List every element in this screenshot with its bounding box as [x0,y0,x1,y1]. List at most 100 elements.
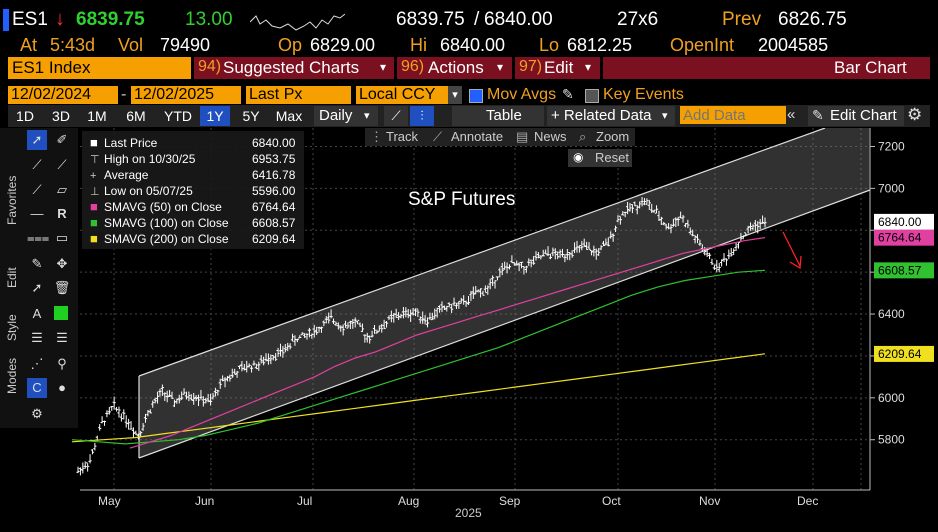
legend-entry[interactable]: ⊥ Low on 05/07/25 5596.00 [90,183,295,199]
fib-tool-icon[interactable]: ⩶ [27,230,50,245]
y-tick-label: 5800 [878,433,905,447]
end-date-field[interactable] [131,86,241,104]
ray-tool-icon[interactable]: ⟋ [57,157,67,172]
cursor-icon[interactable]: ➚ [27,130,47,150]
op-label: Op [278,35,303,55]
net-change: 13.00 [185,9,233,30]
field-value: Last Px [249,86,303,103]
legend-value: 6416.78 [252,168,296,182]
hline-tool-icon[interactable]: — [30,206,44,221]
news-icon: ▤ [516,129,529,144]
period-5y[interactable]: 5Y [242,108,260,124]
line-type-icon[interactable]: ⟋ [384,106,408,126]
channel-tool-icon[interactable]: ▱ [57,182,67,197]
legend-value: 6764.64 [252,200,296,214]
period-3d[interactable]: 3D [52,108,70,124]
currency-select[interactable] [356,86,459,104]
currency-caret-icon[interactable]: ▾ [448,86,462,104]
legend-entry[interactable]: ■ SMAVG (100) on Close 6608.57 [90,215,295,231]
add-data-input[interactable] [680,106,786,124]
last-price: 6839.75 [76,9,145,30]
period-1m[interactable]: 1M [87,108,107,124]
security-field[interactable] [8,57,191,79]
reset-button[interactable] [568,149,632,167]
period-1d[interactable]: 1D [16,108,34,124]
y-tick-label: 7000 [878,181,905,195]
interval-caret-icon: ▾ [364,110,370,122]
collapse-icon[interactable]: « [787,106,796,123]
bid: 6839.75 [396,9,465,30]
sma50-line [129,237,766,449]
field-select[interactable] [246,86,351,104]
x-tick-label: May [98,494,121,508]
prev-label: Prev [722,9,762,30]
font-tool-icon[interactable]: A [32,306,42,321]
pen-tool-icon[interactable]: ✐ [56,132,68,147]
mov-avgs-checkbox[interactable] [469,89,483,103]
start-date-field[interactable] [8,86,118,104]
date-separator: - [121,86,127,103]
openint-value: 2004585 [758,35,829,55]
line-tool-icon[interactable]: ⟋ [32,157,42,172]
magnet-tool-icon[interactable]: ⚲ [57,356,67,371]
actions-menu[interactable] [397,57,512,79]
edit-chart-label: Edit Chart [830,107,897,124]
line-weight-icon[interactable]: ☰ [31,330,43,345]
trash-icon[interactable]: 🗑 [53,280,71,295]
palette-icon[interactable]: ● [58,380,66,395]
legend-label: Last Price [104,136,158,150]
settings-gear-icon[interactable]: ⚙ [907,105,923,124]
chart-tools-bar [365,128,635,146]
legend-entry[interactable]: ⊤ High on 10/30/25 6953.75 [90,151,295,167]
ticker-badge [3,9,9,31]
related-data-label: + Related Data [551,107,652,124]
line-style-icon[interactable]: ☰ [56,330,68,345]
text-tool-icon[interactable]: R [57,206,67,221]
news-button[interactable]: News [534,129,567,144]
size: 27x6 [617,9,659,30]
edit-chart-button[interactable] [808,106,904,126]
trend-tool-icon[interactable]: ⟋ [32,182,42,197]
security-name: ES1 Index [12,58,91,77]
bar-type-icon[interactable]: ⫶ [410,106,434,126]
move-tool-icon[interactable]: ✥ [56,256,68,271]
track-icon: ⋮ [370,129,383,144]
actions-num: 96) [401,58,425,75]
table-button[interactable] [452,106,544,126]
suggested-charts-menu[interactable] [194,57,394,79]
period-max[interactable]: Max [275,108,303,124]
vol-value: 79490 [160,35,211,55]
legend-entry[interactable]: ■ Last Price 6840.00 [90,135,295,151]
x-tick-label: Oct [602,494,621,508]
y-tick-label: 6000 [878,391,905,405]
tool-settings-icon[interactable]: ⚙ [31,406,43,421]
period-ytd[interactable]: YTD [164,108,192,124]
track-button[interactable]: Track [386,129,419,144]
legend-entry[interactable]: ■ SMAVG (200) on Close 6209.64 [90,231,295,247]
key-events-checkbox[interactable] [585,89,599,103]
x-tick-label: Jun [195,494,214,508]
price-tag-label: 6608.57 [878,263,922,277]
channel-lower-line [138,189,871,459]
mode-c-icon[interactable]: C [27,378,47,398]
edit-menu[interactable] [515,57,600,79]
rect-tool-icon[interactable]: ▭ [55,230,69,245]
y-tick-label: 6400 [878,307,905,321]
time: 5:43d [50,35,96,55]
color-swatch[interactable] [54,306,68,320]
legend-value: 6608.57 [252,216,296,230]
period-6m[interactable]: 6M [126,108,146,124]
legend-swatch: ■ [90,199,98,214]
brush-tool-icon[interactable]: ✎ [31,256,43,271]
zoom-button[interactable]: Zoom [596,129,630,144]
period-1y[interactable]: 1Y [200,106,230,126]
related-data-button[interactable] [547,106,675,126]
select-tool-icon[interactable]: ➚ [31,280,43,295]
pencil-icon[interactable]: ✎ [562,86,574,102]
annotate-button[interactable]: Annotate [451,129,504,144]
chart-type-bar[interactable] [603,57,930,79]
measure-tool-icon[interactable]: ⋰ [30,356,44,371]
interval-select[interactable] [314,106,378,126]
legend-entry[interactable]: ■ SMAVG (50) on Close 6764.64 [90,199,295,215]
legend-entry[interactable]: + Average 6416.78 [90,167,295,183]
